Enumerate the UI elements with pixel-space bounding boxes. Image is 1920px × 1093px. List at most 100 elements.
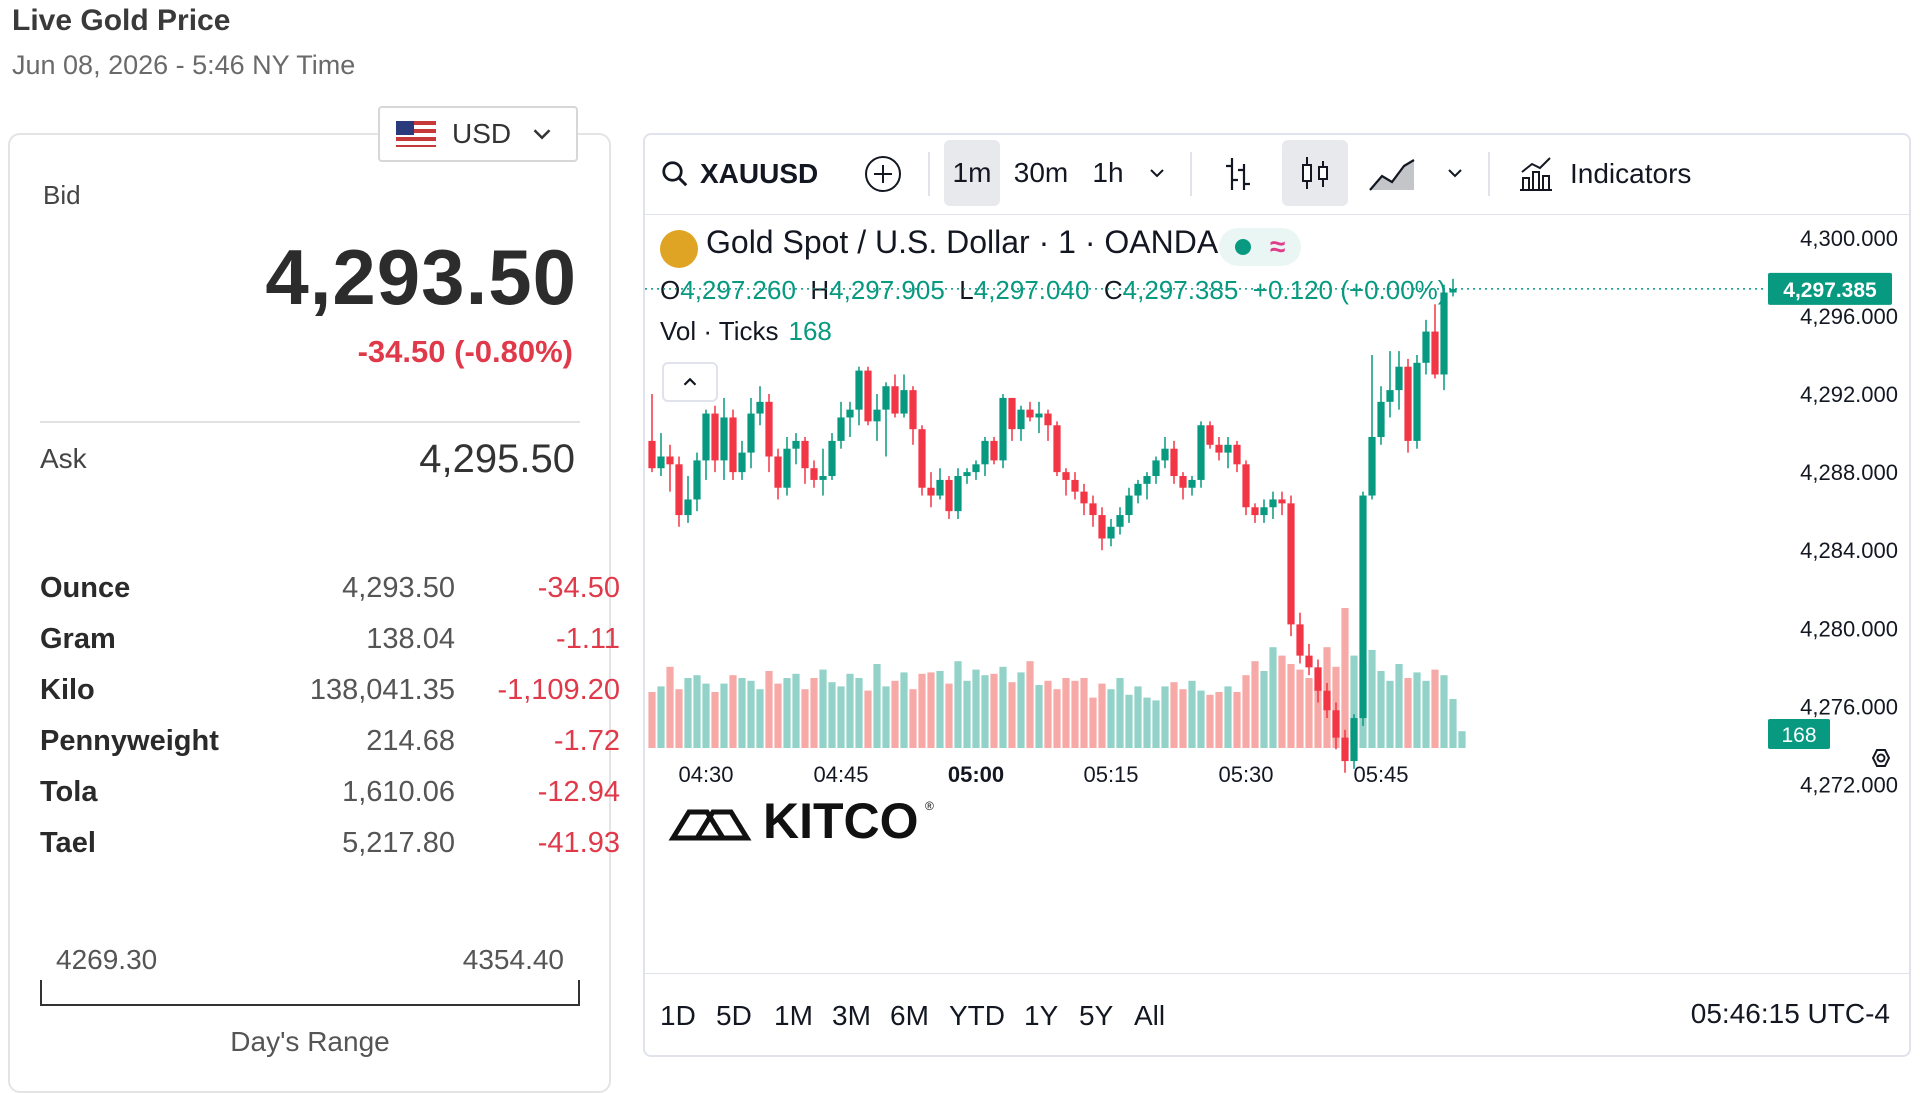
candle-body [801, 440, 809, 469]
volume-bar [1107, 689, 1115, 748]
price-chart[interactable]: 4,300.000 4,296.000 4,292.000 4,288.000 4,28… [645, 216, 1909, 972]
candle-body [648, 440, 656, 469]
interval-1h[interactable]: 1h [1092, 157, 1124, 188]
chart-settings-button[interactable] [1871, 749, 1891, 767]
range-5y[interactable]: 5Y [1079, 1000, 1114, 1031]
axis-badges: 4,297.385 168 [1768, 272, 1892, 749]
candle-body [999, 397, 1007, 461]
unit-price: 4,293.50 [342, 572, 455, 604]
candle-body [1323, 690, 1331, 711]
compare-symbol-button[interactable] [862, 153, 904, 195]
time-axis: 04:30 04:45 05:00 05:15 05:30 05:45 [678, 762, 1408, 787]
chevron-down-icon [1448, 169, 1462, 178]
table-row: Ounce 4,293.50 -34.50 [40, 563, 620, 614]
volume-bar [1161, 686, 1169, 748]
interval-30m[interactable]: 30m [1013, 157, 1069, 188]
candle-body [1026, 409, 1034, 418]
chevron-down-icon [1150, 169, 1164, 178]
volume-bar [1071, 680, 1079, 748]
range-all[interactable]: All [1134, 1000, 1166, 1031]
candle-body [774, 456, 782, 488]
candle-body [1377, 401, 1385, 437]
volume-bar [648, 692, 656, 748]
volume-bar [1116, 678, 1124, 748]
volume-bar [1422, 680, 1430, 748]
candle-body [1233, 444, 1241, 465]
unit-price: 138.04 [366, 623, 455, 655]
range-1m[interactable]: 1M [774, 1000, 813, 1031]
volume-bar [738, 678, 746, 748]
area-style-button[interactable] [1364, 150, 1420, 198]
unit-price-table: Ounce 4,293.50 -34.50 Gram 138.04 -1.11 Kilo… [40, 563, 620, 869]
range-3m[interactable]: 3M [832, 1000, 871, 1031]
volume-bar [1143, 697, 1151, 748]
ohlc-bars-icon [1226, 158, 1250, 190]
candle-body [909, 390, 917, 430]
currency-label: USD [452, 118, 512, 149]
interval-1m[interactable]: 1m [944, 140, 1000, 206]
candle-body [1152, 460, 1160, 477]
day-range-high: 4354.40 [462, 944, 564, 975]
candle-body [1116, 515, 1124, 527]
symbol-label: XAUUSD [700, 158, 819, 189]
volume-bar [837, 686, 845, 748]
candle-body [837, 417, 845, 441]
ask-price: 4,295.50 [419, 437, 575, 481]
candle-body [990, 440, 998, 461]
candle-body [1080, 491, 1088, 504]
price-axis: 4,300.000 4,296.000 4,292.000 4,288.000 4,28… [1800, 226, 1898, 798]
interval-dropdown[interactable] [1142, 158, 1172, 188]
indicators-button[interactable]: Indicators [1516, 150, 1691, 198]
candle-body [1350, 718, 1358, 762]
candle-body [729, 417, 737, 473]
candle-body [819, 476, 827, 480]
y-tick-label: 4,280.000 [1800, 616, 1898, 641]
range-1y[interactable]: 1Y [1024, 1000, 1059, 1031]
currency-select[interactable]: USD [378, 106, 578, 162]
candle-body [1107, 526, 1115, 539]
volume-bar [756, 689, 764, 748]
chart-style-dropdown[interactable] [1440, 158, 1470, 188]
candles-style-button[interactable] [1282, 140, 1348, 206]
close-value: 4,297.385 [1122, 275, 1239, 305]
range-ytd[interactable]: YTD [949, 1000, 1005, 1031]
candle-body [855, 370, 863, 410]
volume-bar [1197, 690, 1205, 748]
volume-bar [963, 680, 971, 748]
unit-change: -12.94 [537, 776, 620, 808]
candle-body [1170, 448, 1178, 477]
candle-body [1314, 667, 1322, 691]
volume-bar [1062, 678, 1070, 748]
range-6m[interactable]: 6M [890, 1000, 929, 1031]
volume-bar [792, 673, 800, 748]
candle-body [1386, 390, 1394, 402]
range-5d[interactable]: 5D [716, 1000, 752, 1031]
volume-bar [954, 661, 962, 748]
candle-body [1449, 288, 1457, 293]
market-status-badge: ≈ [1219, 228, 1301, 266]
volume-bar [1404, 678, 1412, 748]
candle-body [1359, 495, 1367, 719]
chart-clock[interactable]: 05:46:15 UTC-4 [1690, 998, 1890, 1029]
candle-body [1161, 448, 1169, 461]
bid-price: 4,293.50 [265, 233, 577, 321]
volume-bar [1251, 661, 1259, 748]
candlesticks [648, 278, 1457, 773]
candle-body [702, 413, 710, 461]
candle-body [1188, 479, 1196, 488]
unit-change: -1.72 [553, 725, 620, 757]
candle-body [972, 464, 980, 473]
last-price-badge-text: 4,297.385 [1783, 279, 1877, 302]
unit-name: Tael [40, 827, 96, 859]
unit-name: Tola [40, 776, 98, 808]
symbol-search[interactable]: XAUUSD [660, 150, 818, 198]
unit-price: 5,217.80 [342, 827, 455, 859]
bar-style-button[interactable] [1216, 150, 1260, 198]
volume-bar [1368, 650, 1376, 748]
collapse-legend-button[interactable] [662, 362, 718, 402]
range-1d[interactable]: 1D [660, 1000, 696, 1031]
volume-bar [801, 689, 809, 748]
volume-bar [1233, 692, 1241, 748]
range-button-group: 1D 5D 1M 3M 6M YTD 1Y 5Y All [660, 996, 1184, 1036]
toolbar-separator [1190, 152, 1192, 196]
